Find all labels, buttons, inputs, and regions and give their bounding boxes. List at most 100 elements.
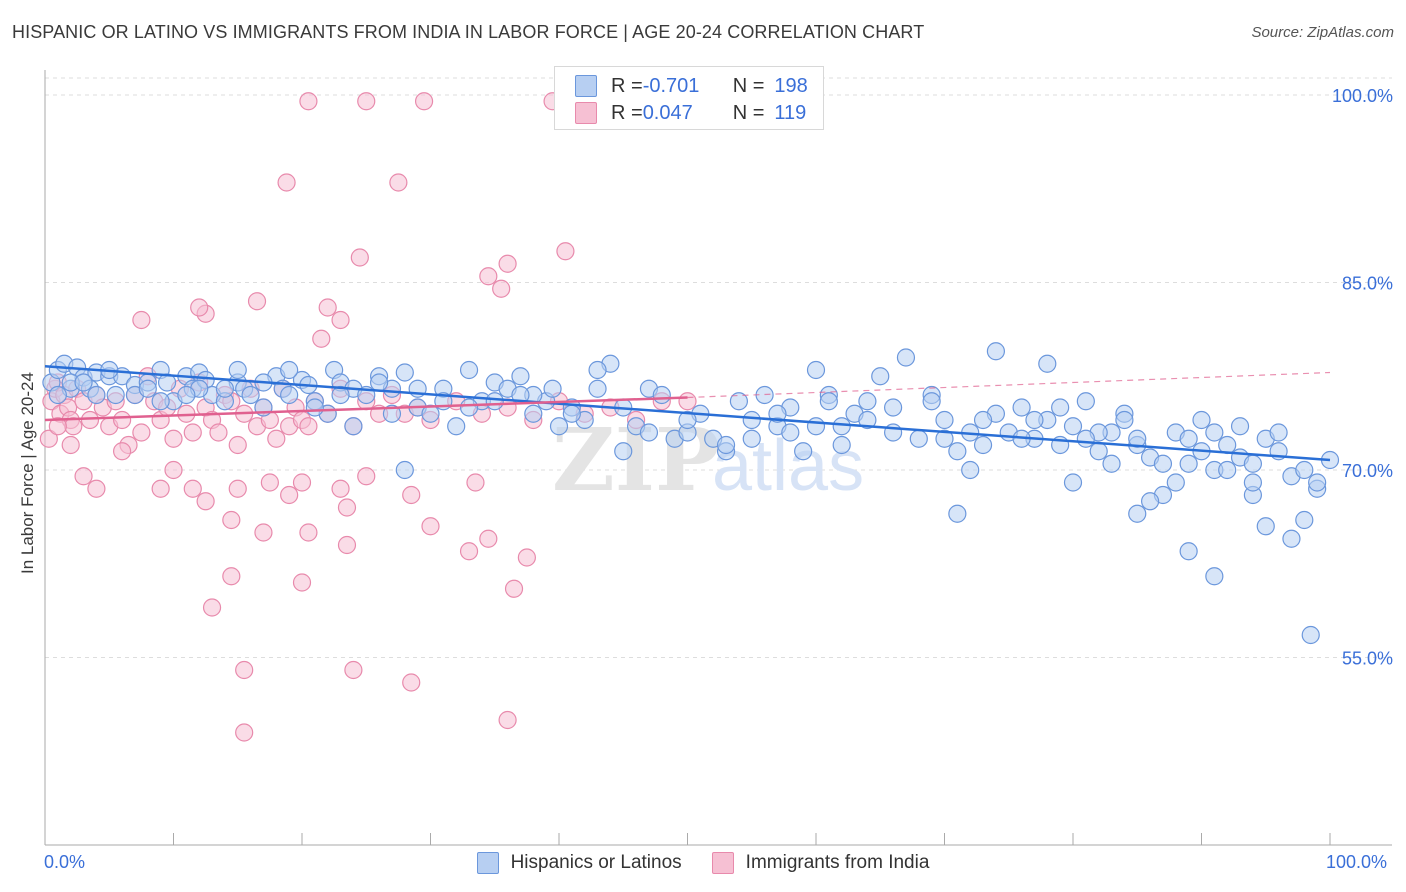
data-point xyxy=(305,398,324,417)
data-point xyxy=(447,417,466,436)
y-tick-label: 55.0% xyxy=(1342,649,1393,669)
data-point xyxy=(1218,460,1237,480)
legend-r-value: -0.701 xyxy=(642,74,700,97)
data-point xyxy=(421,517,440,536)
data-point xyxy=(1153,454,1173,473)
data-point xyxy=(402,485,421,505)
axes xyxy=(44,70,1392,846)
data-point xyxy=(222,567,241,586)
data-point xyxy=(819,392,838,411)
data-point xyxy=(235,723,254,742)
data-point xyxy=(414,92,434,111)
data-point xyxy=(389,173,408,192)
data-point xyxy=(48,385,67,405)
data-point xyxy=(1295,460,1314,480)
data-point xyxy=(277,173,296,192)
legend-row-hispanic: R = -0.701 N = 198 xyxy=(575,73,808,99)
data-point xyxy=(87,479,106,498)
data-point xyxy=(556,242,575,261)
data-point xyxy=(215,379,234,398)
y-tick-label: 85.0% xyxy=(1342,274,1393,294)
data-point xyxy=(1179,542,1198,561)
data-point xyxy=(479,529,498,548)
data-point xyxy=(883,398,903,417)
data-point xyxy=(209,423,228,442)
data-point xyxy=(1051,398,1070,417)
data-point xyxy=(299,523,318,542)
data-point xyxy=(1243,473,1263,492)
data-point xyxy=(1192,410,1211,430)
data-point xyxy=(267,429,286,448)
data-point xyxy=(794,442,813,461)
data-point xyxy=(485,392,504,411)
data-point xyxy=(832,417,851,436)
data-point xyxy=(871,367,890,386)
x-tick-label-min: 0.0% xyxy=(44,852,86,872)
data-point xyxy=(247,292,267,311)
data-point xyxy=(1301,625,1320,645)
data-point xyxy=(1038,354,1057,373)
data-point xyxy=(562,404,581,423)
data-point xyxy=(588,360,607,380)
data-point xyxy=(80,410,100,430)
data-point xyxy=(337,498,357,517)
data-point xyxy=(183,423,202,442)
data-point xyxy=(1128,429,1147,448)
data-point xyxy=(922,392,941,411)
data-point xyxy=(357,92,376,111)
y-tick-labels: 100.0% 85.0% 70.0% 55.0% xyxy=(1332,86,1393,669)
data-point xyxy=(742,410,761,430)
trend-line-india xyxy=(44,396,688,422)
source-label: Source: ZipAtlas.com xyxy=(1251,24,1394,41)
data-point xyxy=(331,479,350,498)
legend-n-label: N = xyxy=(732,74,765,97)
grid-lines xyxy=(45,77,1392,658)
data-point xyxy=(151,392,170,411)
y-tick-label: 70.0% xyxy=(1342,461,1393,481)
data-point xyxy=(806,360,826,380)
data-point xyxy=(292,473,312,492)
data-point xyxy=(1012,398,1031,417)
data-point xyxy=(190,298,209,317)
data-point xyxy=(961,460,980,480)
data-point xyxy=(1089,442,1108,461)
data-point xyxy=(344,660,363,680)
correlation-legend: R = -0.701 N = 198 R = 0.047 N = 119 xyxy=(554,66,824,130)
data-point xyxy=(1179,454,1198,473)
trend-lines xyxy=(44,365,1331,462)
data-point xyxy=(395,460,414,480)
data-point xyxy=(768,404,787,423)
data-point xyxy=(973,410,993,430)
data-point xyxy=(138,379,157,398)
y-tick-label: 100.0% xyxy=(1332,86,1393,106)
legend-swatch-pink xyxy=(711,852,734,874)
data-point xyxy=(112,410,132,430)
legend-label-india: Immigrants from India xyxy=(745,852,930,873)
legend-row-india: R = 0.047 N = 119 xyxy=(575,100,806,126)
data-point xyxy=(896,348,916,367)
data-point xyxy=(177,385,196,405)
legend-item-hispanic[interactable]: Hispanics or Latinos xyxy=(476,852,682,874)
data-point xyxy=(498,710,517,730)
data-point xyxy=(1115,410,1134,430)
data-point xyxy=(948,504,967,523)
data-point xyxy=(1269,423,1288,442)
data-point xyxy=(935,429,954,448)
data-point xyxy=(549,417,569,436)
data-point xyxy=(729,392,749,411)
data-point xyxy=(395,363,414,382)
data-point xyxy=(832,435,851,455)
data-point xyxy=(858,392,877,411)
legend-swatch-pink xyxy=(575,102,597,124)
data-point xyxy=(1243,454,1263,473)
data-point xyxy=(1102,454,1121,473)
legend-item-india[interactable]: Immigrants from India xyxy=(711,852,930,874)
data-point xyxy=(935,410,954,430)
data-point xyxy=(1063,473,1083,492)
data-point xyxy=(948,442,967,461)
data-point xyxy=(337,535,357,555)
data-point xyxy=(402,673,421,692)
legend-r-label: R = xyxy=(611,101,643,124)
data-point xyxy=(459,542,479,561)
